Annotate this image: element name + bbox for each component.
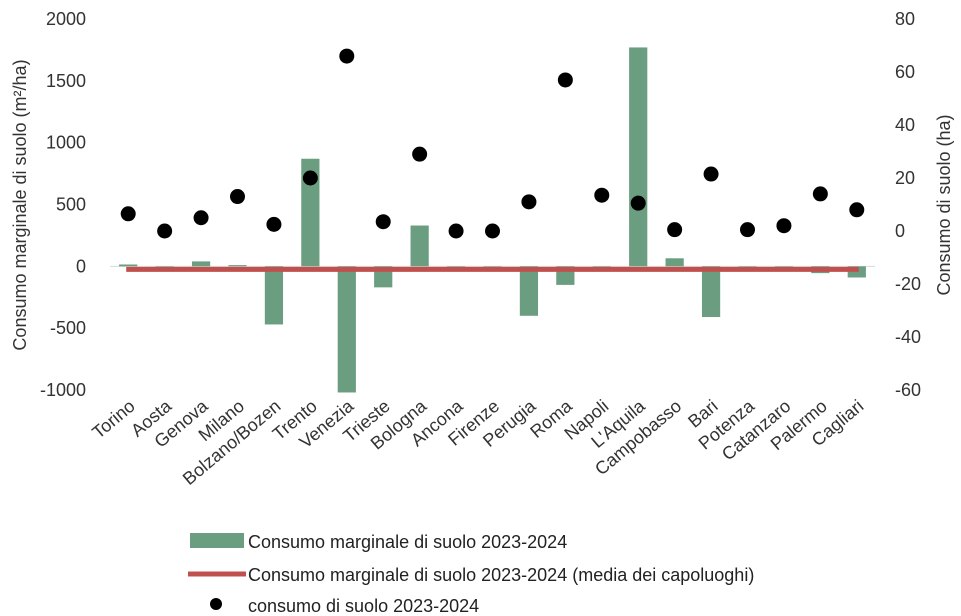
right-tick-label: -20 [895,274,921,294]
bar [665,258,684,267]
right-axis-label: Consumo di suolo (ha) [934,114,954,295]
bar [228,265,247,267]
data-point [157,223,173,239]
bar [119,264,138,267]
legend: Consumo marginale di suolo 2023-2024 Con… [188,532,754,616]
right-tick-label: 20 [895,168,915,188]
right-tick-label: -60 [895,380,921,400]
bar [701,266,721,318]
data-point [740,222,755,238]
bar [337,266,356,393]
legend-point-label: consumo di suolo 2023-2024 [248,596,479,616]
right-tick-label: 0 [895,221,905,241]
left-tick-label: 1500 [46,71,86,91]
data-point [302,170,318,186]
bar [629,47,648,267]
data-point [557,72,573,88]
point-series [120,48,865,239]
data-point [193,210,209,226]
data-point [120,206,136,222]
left-tick-label: -500 [50,318,86,338]
bar [519,266,539,316]
left-tick-label: 2000 [46,9,86,29]
bar [483,266,502,267]
left-axis-ticks: -1000 -500 0 500 1000 1500 2000 [40,9,86,400]
bar [301,158,320,267]
left-axis-label: Consumo marginale di suolo (m²/ha) [10,59,30,350]
left-tick-label: 500 [56,195,86,215]
legend-bar-label: Consumo marginale di suolo 2023-2024 [248,532,567,552]
bar [592,266,611,267]
left-tick-label: 1000 [46,133,86,153]
right-tick-label: 40 [895,115,915,135]
bar-series [119,47,866,393]
bar [738,266,757,267]
data-point [667,222,683,238]
legend-bar-swatch [190,533,244,548]
data-point [812,186,828,202]
left-tick-label: -1000 [40,380,86,400]
bar [264,266,284,325]
x-axis-tick-labels: TorinoAostaGenovaMilanoBolzano/BozenTren… [88,395,867,489]
legend-line-label: Consumo marginale di suolo 2023-2024 (me… [248,565,754,585]
data-point [849,202,865,218]
bar [191,261,211,267]
left-tick-label: 0 [76,256,86,276]
data-point [485,223,500,239]
data-point [339,48,355,64]
data-point [594,187,610,203]
bar [774,266,794,267]
right-tick-label: -40 [895,327,921,347]
x-tick-label: Torino [88,396,138,443]
data-point [266,216,282,232]
data-point [375,214,391,230]
data-point [230,189,245,205]
legend-point-swatch [210,598,222,610]
data-point [412,146,428,162]
data-point [776,218,792,234]
data-point [448,223,464,239]
bar [446,266,466,267]
right-tick-label: 80 [895,9,915,29]
bar [155,266,174,267]
data-point [703,166,719,182]
data-point [630,195,646,211]
bar [410,225,429,267]
data-point [521,194,537,210]
right-axis-ticks: -60 -40 -20 0 20 40 60 80 [895,9,921,400]
right-tick-label: 60 [895,62,915,82]
